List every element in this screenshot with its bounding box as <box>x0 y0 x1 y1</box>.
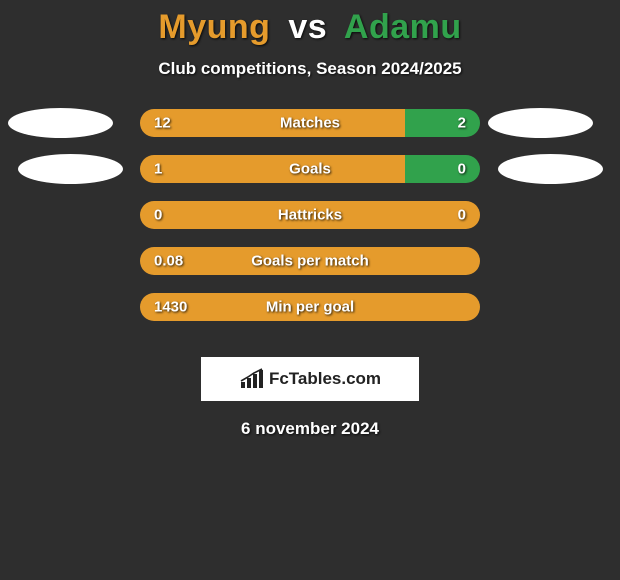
stat-bar-left <box>140 109 405 137</box>
comparison-infographic: Myung vs Adamu Club competitions, Season… <box>0 0 620 580</box>
stat-row: 12 2 Matches <box>140 109 480 137</box>
stat-bar-left <box>140 155 405 183</box>
fctables-logo: FcTables.com <box>201 357 419 401</box>
stat-label: Min per goal <box>266 299 354 316</box>
logo-text-main: Tables <box>289 369 342 388</box>
logo-text-prefix: Fc <box>269 369 289 388</box>
stat-row: 0.08 Goals per match <box>140 247 480 275</box>
page-title: Myung vs Adamu <box>0 0 620 47</box>
stat-label: Matches <box>280 115 340 132</box>
comparison-chart: 12 2 Matches 1 0 Goals 0 0 Hattricks 0.08 Goals pe… <box>0 109 620 339</box>
stat-row: 1 0 Goals <box>140 155 480 183</box>
bar-chart-icon <box>239 368 265 390</box>
stat-value-left: 0 <box>154 207 162 224</box>
subtitle: Club competitions, Season 2024/2025 <box>0 59 620 79</box>
title-player1: Myung <box>158 8 270 46</box>
stat-value-left: 12 <box>154 115 171 132</box>
logo-text: FcTables.com <box>269 369 381 389</box>
stat-label: Goals <box>289 161 331 178</box>
title-player2: Adamu <box>344 8 462 46</box>
club-badge-placeholder <box>488 108 593 138</box>
logo-text-suffix: .com <box>341 369 381 388</box>
stat-label: Hattricks <box>278 207 342 224</box>
stat-value-right: 2 <box>458 115 466 132</box>
stat-value-left: 0.08 <box>154 253 183 270</box>
stat-row: 1430 Min per goal <box>140 293 480 321</box>
stat-value-left: 1430 <box>154 299 187 316</box>
stat-label: Goals per match <box>251 253 369 270</box>
club-badge-placeholder <box>8 108 113 138</box>
stat-bar-right <box>405 109 480 137</box>
stat-value-right: 0 <box>458 161 466 178</box>
club-badge-placeholder <box>18 154 123 184</box>
stat-bar-right <box>405 155 480 183</box>
club-badge-placeholder <box>498 154 603 184</box>
stat-value-left: 1 <box>154 161 162 178</box>
stat-value-right: 0 <box>458 207 466 224</box>
date-caption: 6 november 2024 <box>0 419 620 439</box>
stat-row: 0 0 Hattricks <box>140 201 480 229</box>
title-vs: vs <box>288 8 327 46</box>
